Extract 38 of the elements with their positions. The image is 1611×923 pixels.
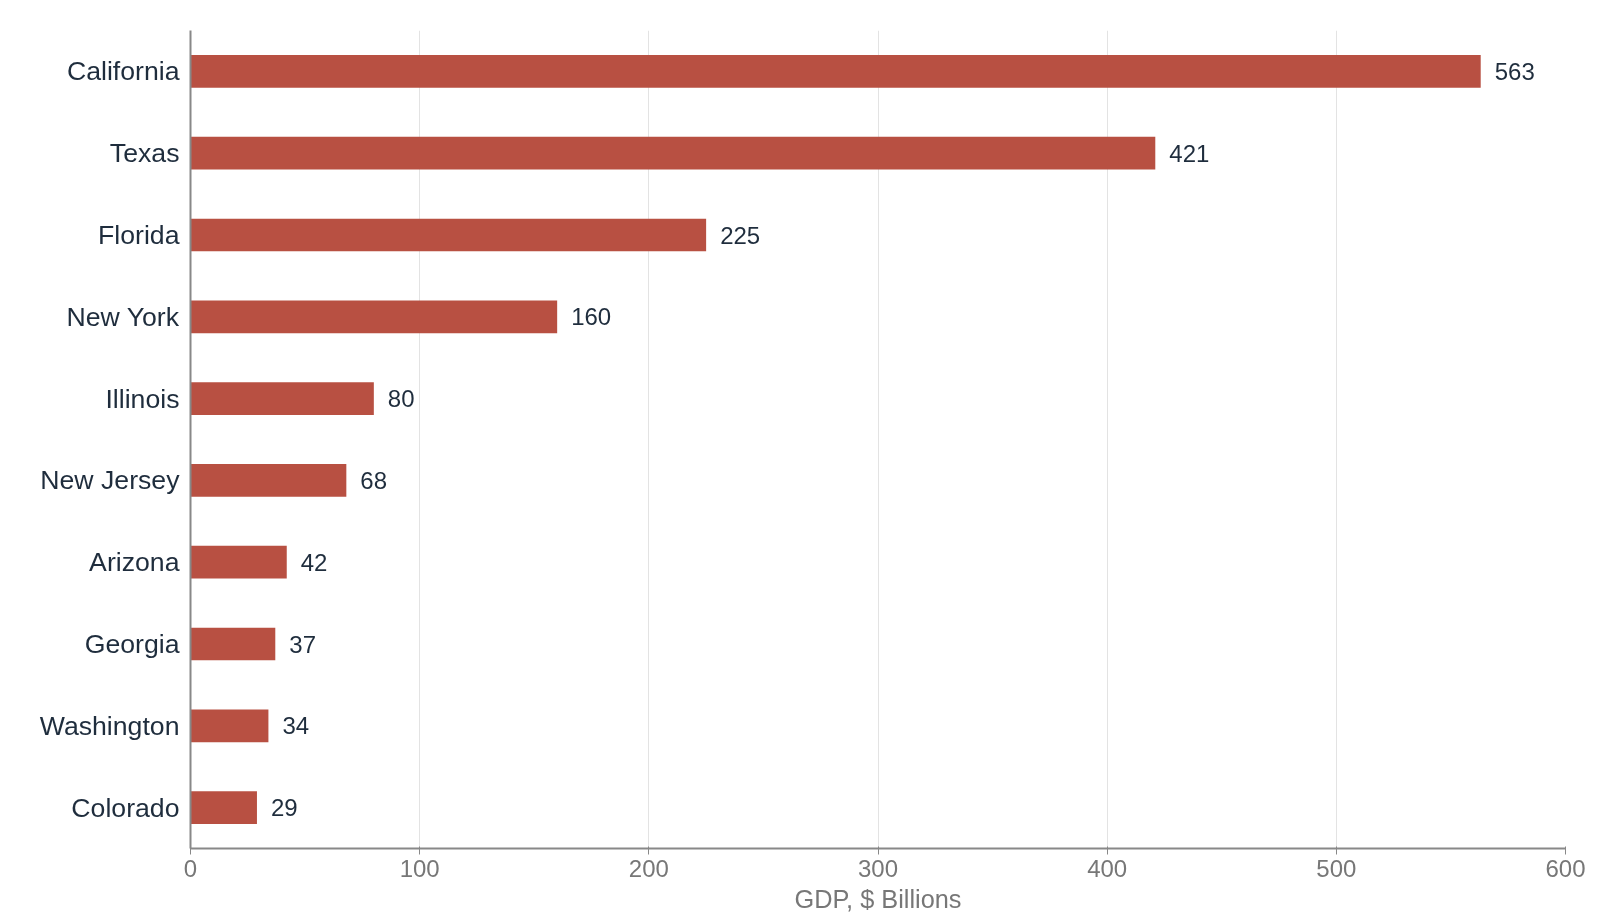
y-tick-label: Florida	[98, 220, 180, 250]
bar	[190, 136, 1156, 170]
x-tick-label: 0	[183, 854, 198, 882]
y-tick-label: New York	[66, 301, 180, 332]
y-tick-label: Texas	[109, 138, 180, 169]
data-label: 68	[360, 466, 388, 494]
y-tick-label: Illinois	[105, 383, 180, 414]
x-axis-title: GDP, $ Billions	[794, 884, 962, 913]
y-tick-label: California	[66, 56, 180, 87]
x-tick-label: 100	[399, 854, 440, 882]
x-tick-label: 200	[628, 854, 669, 882]
data-label: 29	[270, 794, 298, 822]
y-tick-label: Arizona	[89, 547, 180, 578]
x-tick-label: 500	[1316, 854, 1357, 882]
bar	[190, 55, 1481, 88]
x-tick-label: 600	[1545, 854, 1586, 882]
bar	[190, 464, 347, 497]
bar	[190, 791, 257, 824]
data-label: 225	[720, 221, 761, 249]
y-tick-label: Washington	[39, 710, 180, 741]
bar	[190, 382, 374, 415]
bar	[190, 627, 276, 661]
bar	[190, 545, 287, 579]
data-label: 421	[1169, 139, 1210, 167]
bar	[190, 300, 558, 334]
bar	[190, 709, 269, 743]
x-tick-label: 400	[1087, 854, 1128, 882]
bar	[190, 218, 707, 252]
data-label: 34	[282, 712, 310, 740]
y-tick-label: Colorado	[71, 792, 180, 823]
data-label: 80	[387, 385, 415, 413]
data-label: 563	[1494, 57, 1535, 85]
x-tick-label: 300	[857, 854, 899, 882]
data-label: 42	[300, 548, 328, 576]
y-tick-label: New Jersey	[40, 465, 181, 496]
y-tick-label: Georgia	[84, 629, 180, 659]
data-label: 160	[571, 303, 612, 331]
data-label: 37	[289, 630, 316, 658]
